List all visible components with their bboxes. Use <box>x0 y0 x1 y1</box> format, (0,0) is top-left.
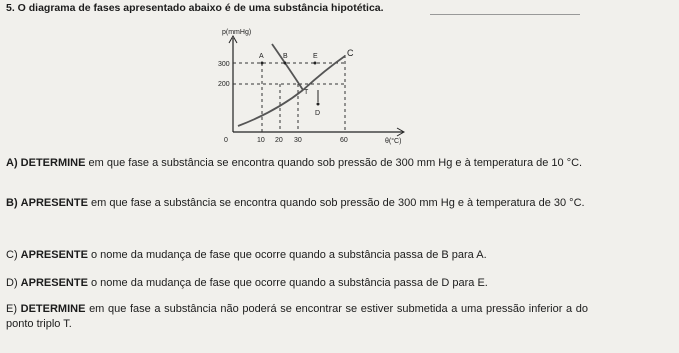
question-text: em que fase a substância se encontra qua… <box>90 197 585 209</box>
verb: APRESENTE <box>20 277 88 289</box>
point-label: A <box>259 53 264 60</box>
title: 5. O diagrama de fases apresentado abaix… <box>6 2 384 14</box>
point-label: T <box>304 89 309 96</box>
verb: DETERMINE <box>20 303 86 315</box>
point-label: B <box>283 53 288 60</box>
y-tick: 300 <box>218 61 230 68</box>
x-tick: 20 <box>275 137 283 144</box>
fusion-curve <box>271 43 304 91</box>
y-tick: 200 <box>218 81 230 88</box>
question: E) DETERMINE em que fase a substância nã… <box>6 302 588 332</box>
point <box>316 102 320 106</box>
question: B) APRESENTE em que fase a substância se… <box>6 196 588 211</box>
x-tick: 30 <box>294 137 302 144</box>
y-axis-label: p(mmHg) <box>222 29 251 36</box>
verb: APRESENTE <box>20 197 88 209</box>
x-tick: 60 <box>340 137 348 144</box>
question-text: o nome da mudança de fase que ocorre qua… <box>90 277 488 289</box>
letter: B) <box>6 197 18 209</box>
x-tick: 10 <box>257 137 265 144</box>
x-tick: 0 <box>224 137 228 144</box>
letter: A) <box>6 157 18 169</box>
guides <box>233 55 346 132</box>
question-text: em que fase a substância se encontra qua… <box>88 157 583 169</box>
question: A) DETERMINE em que fase a substância se… <box>6 156 588 171</box>
letter: C) <box>6 249 18 261</box>
point-label: D <box>315 110 320 117</box>
letter: D) <box>6 277 18 289</box>
vaporization-curve <box>302 55 346 91</box>
question-text: em que fase a substância não poderá se e… <box>6 303 588 330</box>
question-text: o nome da mudança de fase que ocorre qua… <box>90 249 487 261</box>
verb: DETERMINE <box>20 157 86 169</box>
question: C) APRESENTE o nome da mudança de fase q… <box>6 248 588 263</box>
x-axis-label: θ(°C) <box>385 137 401 145</box>
point <box>283 61 287 65</box>
title-rule <box>430 14 580 15</box>
y-arrow <box>228 34 238 44</box>
point <box>260 61 264 65</box>
x-arrow <box>396 127 406 137</box>
point-label: E <box>313 53 318 60</box>
point <box>313 61 317 65</box>
letter: E) <box>6 303 17 315</box>
sublimation-curve <box>237 89 304 127</box>
question: D) APRESENTE o nome da mudança de fase q… <box>6 276 588 291</box>
point-label: C <box>347 48 354 58</box>
verb: APRESENTE <box>20 249 88 261</box>
